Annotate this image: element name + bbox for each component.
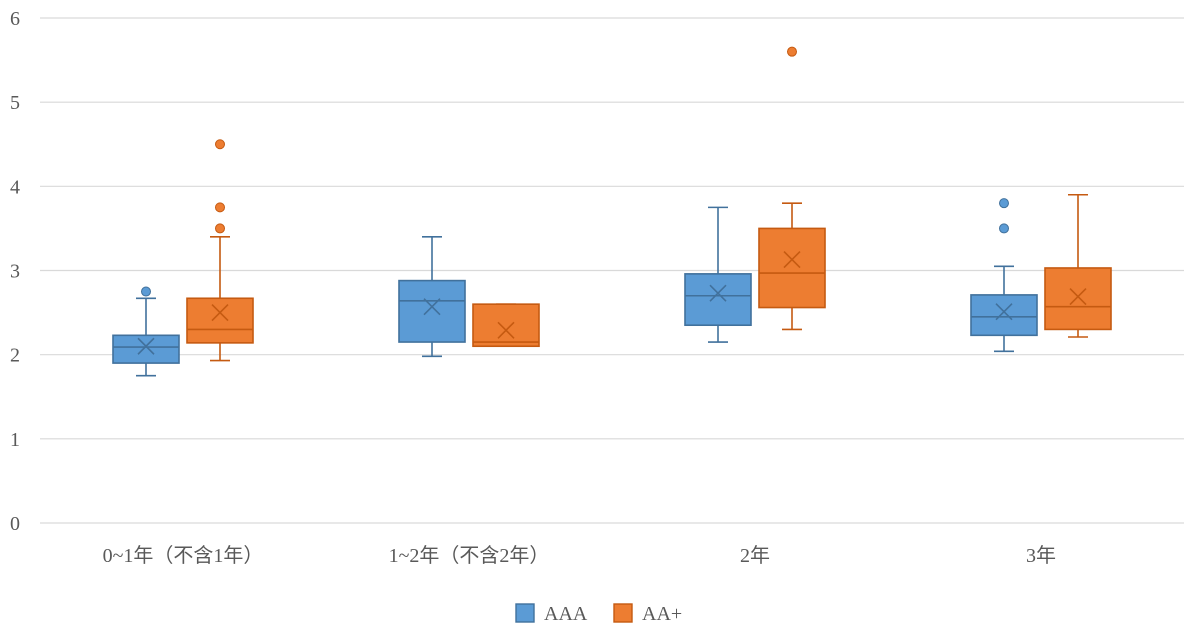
y-tick-label: 4 xyxy=(10,176,20,198)
box-iqr xyxy=(684,273,752,327)
box-iqr xyxy=(472,303,540,348)
box-AA+-1 xyxy=(472,303,540,348)
box-AAA-3 xyxy=(970,198,1038,353)
y-tick-label: 6 xyxy=(10,8,20,30)
mean-marker xyxy=(783,250,801,269)
category-label: 0~1年（不含1年） xyxy=(103,544,264,567)
outlier-point xyxy=(999,223,1009,234)
y-tick-label: 5 xyxy=(10,92,20,114)
y-tick-label: 3 xyxy=(10,261,20,283)
outlier-point xyxy=(215,139,225,150)
legend-label: AAA xyxy=(544,603,588,625)
box-AAA-2 xyxy=(684,206,752,343)
outlier-point xyxy=(999,198,1009,209)
category-label: 1~2年（不含2年） xyxy=(389,544,550,567)
mean-marker xyxy=(137,337,155,355)
category-label: 3年 xyxy=(1026,544,1056,567)
y-tick-label: 0 xyxy=(10,513,20,535)
box-iqr xyxy=(758,227,826,309)
y-axis-tick-labels: 0 1 2 3 4 5 6 xyxy=(10,8,20,535)
category-label: 2年 xyxy=(740,544,770,567)
y-tick-label: 1 xyxy=(10,429,20,451)
mean-marker xyxy=(423,298,441,316)
outlier-point xyxy=(215,223,225,234)
box-AA+-2 xyxy=(758,46,826,331)
box-AA+-0 xyxy=(186,139,254,362)
legend-swatch-AA+ xyxy=(613,603,633,623)
x-axis-category-labels: 0~1年（不含1年） 1~2年（不含2年） 2年 3年 xyxy=(103,544,1056,567)
outlier-point xyxy=(141,286,151,297)
box-iqr xyxy=(112,334,180,364)
box-AAA-1 xyxy=(398,236,466,358)
gridlines xyxy=(40,17,1184,524)
legend: AAA AA+ xyxy=(515,603,682,625)
legend-label: AA+ xyxy=(642,603,682,625)
outlier-point xyxy=(215,202,225,213)
box-series xyxy=(112,46,1112,377)
legend-swatch-AAA xyxy=(515,603,535,623)
box-iqr xyxy=(398,279,466,343)
outlier-point xyxy=(787,46,797,57)
mean-marker xyxy=(497,321,515,339)
y-tick-label: 2 xyxy=(10,345,20,367)
box-iqr xyxy=(1044,267,1112,331)
mean-marker xyxy=(1069,288,1087,306)
box-AAA-0 xyxy=(112,286,180,377)
box-iqr xyxy=(186,297,254,344)
mean-marker xyxy=(995,303,1013,321)
box-AA+-3 xyxy=(1044,193,1112,338)
mean-marker xyxy=(709,284,727,302)
box-iqr xyxy=(970,294,1038,337)
mean-marker xyxy=(211,304,229,322)
